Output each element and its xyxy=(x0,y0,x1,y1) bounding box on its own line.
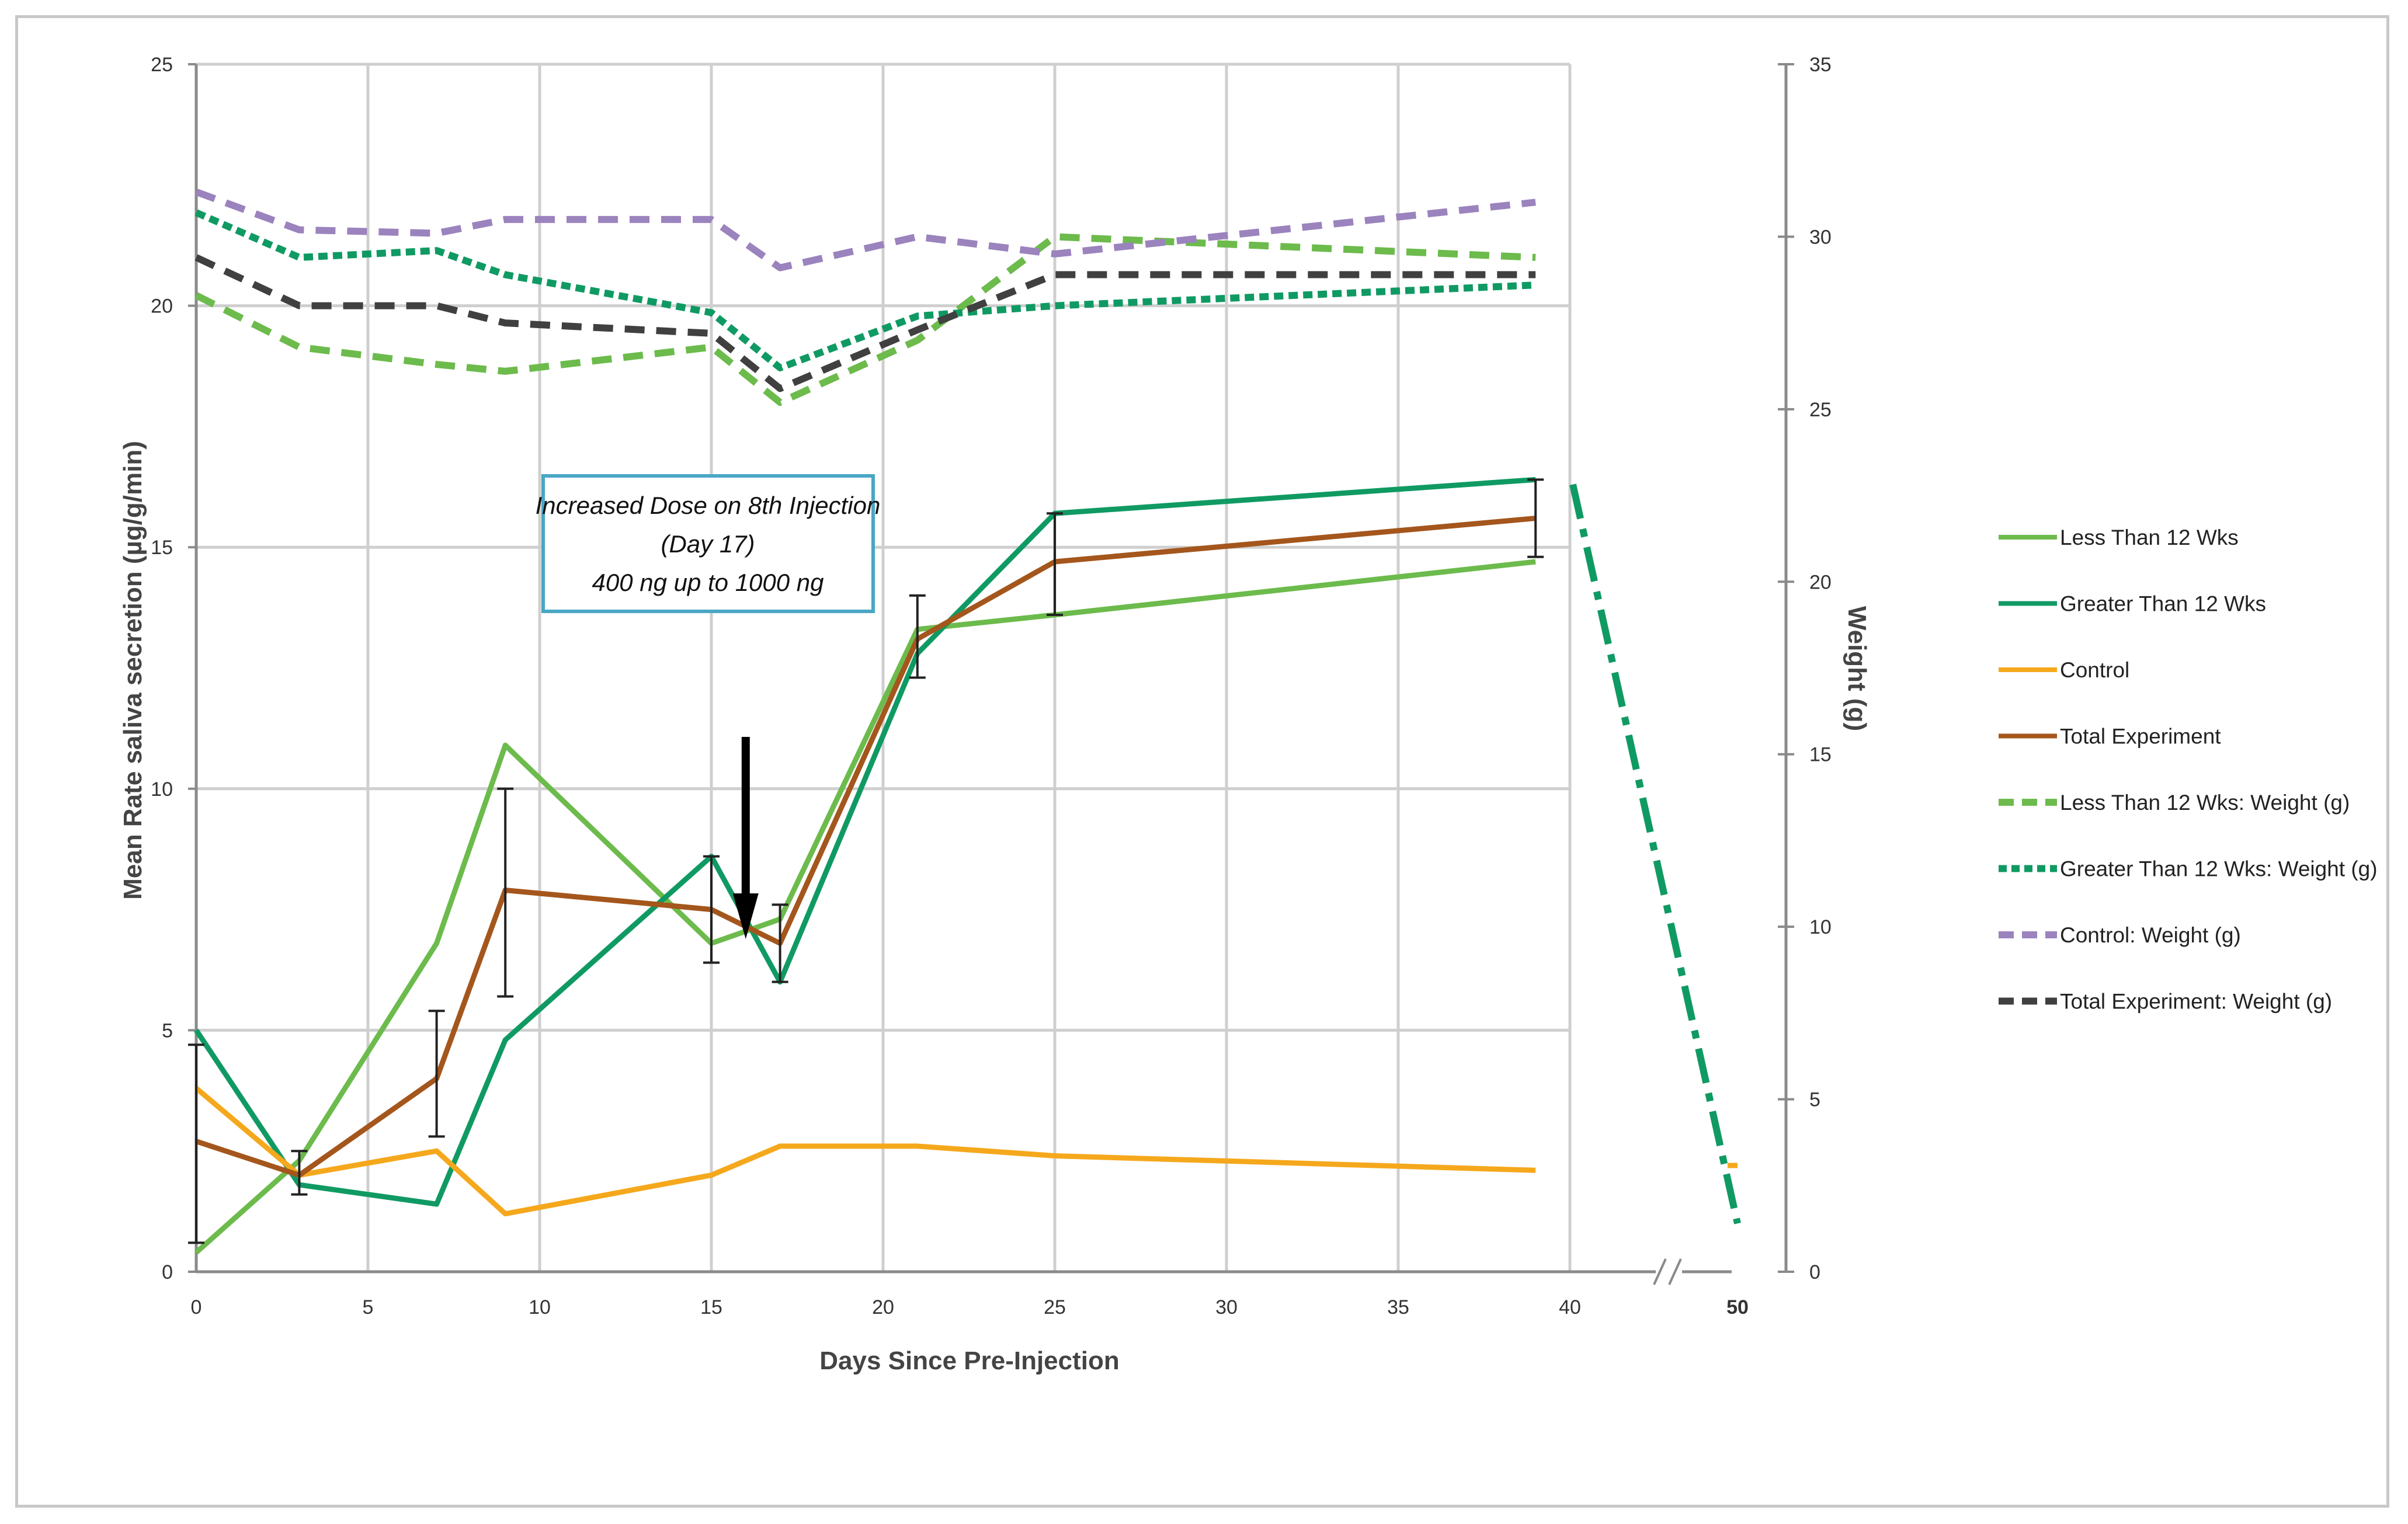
x-tick-label: 15 xyxy=(700,1296,722,1318)
legend-label: Greater Than 12 Wks xyxy=(2060,592,2266,616)
series-line-control-weight-g- xyxy=(194,188,1536,272)
legend-label: Control: Weight (g) xyxy=(2060,923,2241,947)
annotation-line: 400 ng up to 1000 ng xyxy=(592,569,823,596)
x-tick-label: 10 xyxy=(529,1296,551,1318)
x-tick-label: 40 xyxy=(1559,1296,1581,1318)
series-line-less-than-12-wks-weight-g- xyxy=(194,233,1536,406)
y2-tick-label: 30 xyxy=(1809,226,1832,248)
y-tick-label: 5 xyxy=(162,1020,173,1042)
y2-tick-label: 25 xyxy=(1809,399,1832,421)
legend-label: Total Experiment: Weight (g) xyxy=(2060,990,2332,1014)
y2-tick-label: 20 xyxy=(1809,571,1832,593)
x-tick-label-break: 50 xyxy=(1726,1296,1749,1318)
y2-tick-label: 5 xyxy=(1809,1089,1820,1111)
legend-label: Less Than 12 Wks: Weight (g) xyxy=(2060,791,2350,815)
dose-arrow-head xyxy=(732,893,759,939)
annotation-line: Increased Dose on 8th Injection xyxy=(536,492,881,519)
legend-label: Control xyxy=(2060,658,2129,682)
y-tick-label: 0 xyxy=(162,1261,173,1283)
x-tick-label: 30 xyxy=(1215,1296,1238,1318)
x-tick-label: 0 xyxy=(191,1296,202,1318)
x-tick-label: 5 xyxy=(363,1296,374,1318)
x-tick-label: 25 xyxy=(1044,1296,1066,1318)
series-line-greater-than-12-wks-weight-g- xyxy=(194,209,1536,371)
y2-tick-label: 10 xyxy=(1809,916,1832,938)
y-tick-label: 20 xyxy=(151,295,173,318)
y2-tick-label: 35 xyxy=(1809,54,1832,76)
series-line-control xyxy=(194,1086,1536,1217)
x-tick-label: 35 xyxy=(1387,1296,1409,1318)
x-tick-label: 20 xyxy=(872,1296,894,1318)
day50-extrapolation-line xyxy=(1569,483,1741,1224)
x-axis-title: Days Since Pre-Injection xyxy=(819,1346,1120,1375)
y-axis-title: Mean Rate saliva secretion (µg/g/min) xyxy=(119,441,147,900)
legend-label: Less Than 12 Wks xyxy=(2060,526,2239,549)
legend-label: Total Experiment xyxy=(2060,725,2221,749)
series-line-total-experiment xyxy=(195,516,1536,1178)
annotation-line: (Day 17) xyxy=(661,530,755,558)
series-line-total-experiment-weight-g- xyxy=(194,254,1536,392)
axis-break-mark xyxy=(1668,1258,1682,1285)
y2-axis-title: Weight (g) xyxy=(1843,606,1871,731)
y2-tick-label: 0 xyxy=(1809,1261,1820,1283)
legend-label: Greater Than 12 Wks: Weight (g) xyxy=(2060,857,2378,881)
axis-break-mark xyxy=(1653,1258,1667,1285)
series-line-less-than-12-wks xyxy=(194,559,1536,1255)
y-tick-label: 10 xyxy=(151,778,173,801)
y-tick-label: 25 xyxy=(151,54,173,76)
annotation-box xyxy=(541,474,875,613)
y-tick-label: 15 xyxy=(151,537,173,559)
y2-tick-label: 15 xyxy=(1809,744,1832,766)
chart-frame xyxy=(15,15,2389,1508)
